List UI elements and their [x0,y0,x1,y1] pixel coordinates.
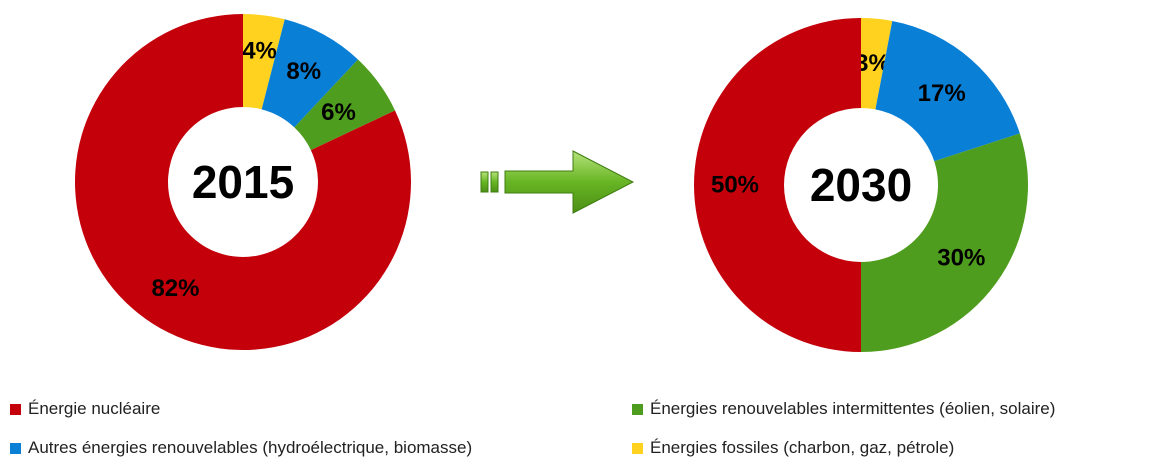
legend-label: Autres énergies renouvelables (hydroélec… [28,438,473,457]
legend-item-intermittentes: Énergies renouvelables intermittentes (é… [632,399,1055,419]
slice-label-intermittentes: 30% [937,244,985,271]
slice-label-fossiles: 4% [242,38,277,65]
slice-intermittentes [294,59,396,151]
legend-item-fossiles: Énergies fossiles (charbon, gaz, pétrole… [632,438,954,458]
legend-label: Énergies renouvelables intermittentes (é… [650,399,1056,418]
slice-fossiles [861,18,893,110]
slice-autres_renouvelables [261,19,359,128]
legend: Énergie nucléaire Énergies renouvelables… [0,386,1158,460]
slice-label-nucleaire: 82% [151,275,199,302]
right-arrow-icon [480,150,635,214]
donut-chart-2015: 4% 8%6% 82% 2015 [74,14,412,350]
slice-label-nucleaire: 50% [711,172,759,199]
donut-center-label: 2030 [810,159,912,211]
slice-fossiles [243,14,285,110]
slice-label-intermittentes: 6% [321,99,356,126]
slice-label-autres_renouvelables: 8% [286,58,321,85]
donut-chart-2030: 3%17%30%50% 2030 [694,18,1028,352]
legend-item-autres-renouvelables: Autres énergies renouvelables (hydroélec… [10,438,472,458]
legend-swatch [10,442,21,454]
slice-label-autres_renouvelables: 17% [918,80,966,107]
slice-autres_renouvelables [875,20,1020,162]
charts-stage: 4%8%6%82%2015 3%17%30%50% 2030 [74,14,1028,352]
legend-swatch [632,442,643,454]
slice-nucleaire [74,14,412,350]
slice-intermittentes [861,133,1028,352]
legend-swatch [10,403,21,415]
legend-swatch [632,403,643,415]
donut-center-label: 2015 [192,156,294,208]
legend-label: Énergie nucléaire [28,399,161,418]
legend-item-nucleaire: Énergie nucléaire [10,399,160,419]
slice-nucleaire [694,18,861,352]
legend-label: Énergies fossiles (charbon, gaz, pétrole… [650,438,955,457]
